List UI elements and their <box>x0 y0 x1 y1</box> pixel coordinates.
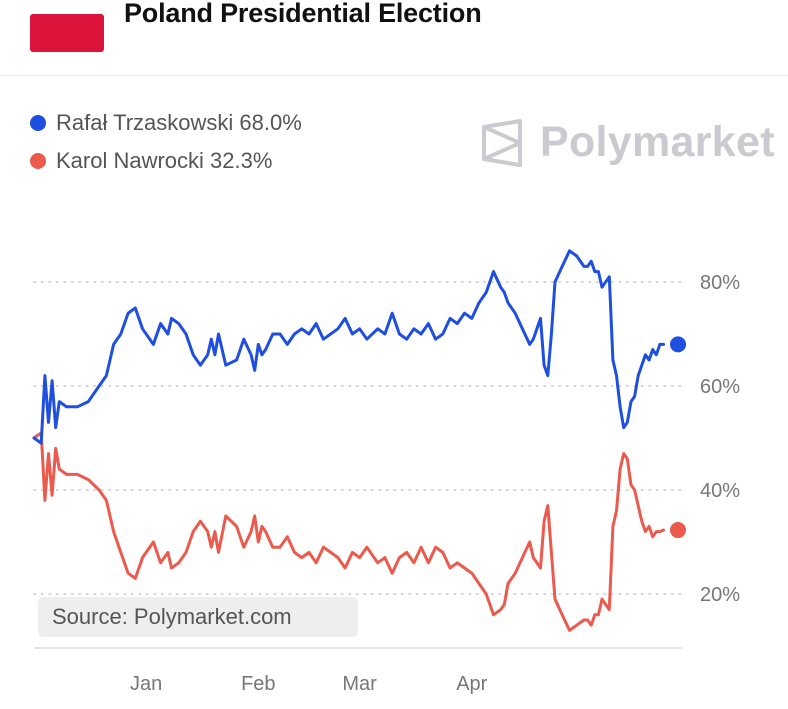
series-end-marker-trzaskowski <box>670 336 686 353</box>
series-line-nawrocki <box>32 431 665 632</box>
polymarket-logo-icon <box>482 118 522 167</box>
chart-title: Poland Presidential Election <box>124 0 482 28</box>
series-line-trzaskowski <box>32 249 665 445</box>
polymarket-watermark: Polymarket <box>480 118 775 167</box>
legend-item-trzaskowski: Rafał Trzaskowski 68.0% <box>30 110 302 136</box>
x-tick-label-feb: Feb <box>241 673 275 695</box>
x-tick-label-jan: Jan <box>130 673 162 695</box>
legend-dot-nawrocki <box>30 153 46 169</box>
y-tick-label-60: 60% <box>700 376 740 398</box>
header-divider <box>0 75 788 76</box>
series-end-marker-nawrocki <box>670 522 686 539</box>
source-label: Source: Polymarket.com <box>38 597 358 637</box>
legend-dot-trzaskowski <box>30 115 46 131</box>
legend-item-nawrocki: Karol Nawrocki 32.3% <box>30 148 272 174</box>
poland-flag <box>30 14 104 52</box>
x-tick-label-apr: Apr <box>456 673 487 695</box>
polymarket-brand-text: Polymarket <box>540 118 775 166</box>
legend-label-nawrocki: Karol Nawrocki 32.3% <box>56 148 273 173</box>
y-tick-label-40: 40% <box>700 480 740 502</box>
y-tick-label-80: 80% <box>700 272 740 294</box>
y-tick-label-20: 20% <box>700 584 740 606</box>
legend-label-trzaskowski: Rafał Trzaskowski 68.0% <box>56 110 302 135</box>
x-tick-label-mar: Mar <box>342 673 377 695</box>
